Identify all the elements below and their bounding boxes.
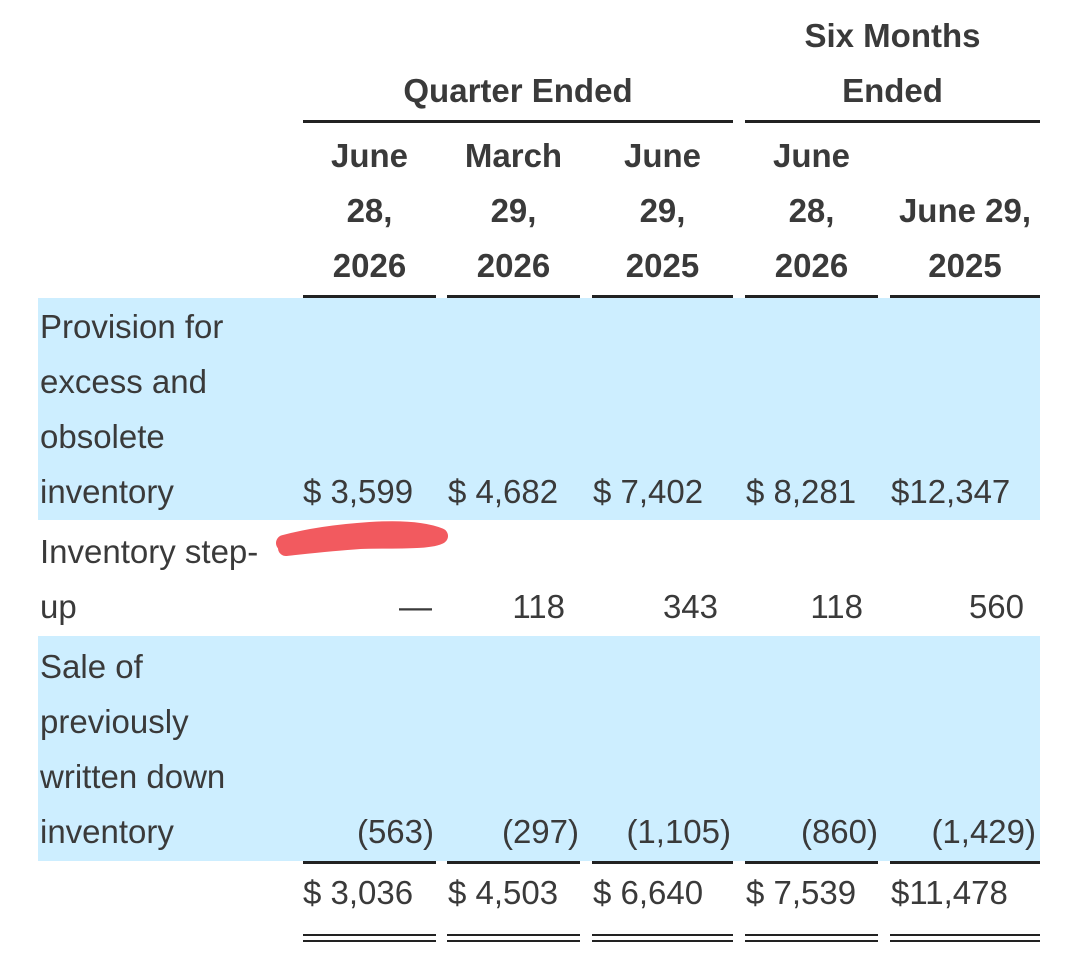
row-sale-col5: (1,429) bbox=[931, 813, 1036, 850]
total-col1: $ 3,036 bbox=[303, 874, 414, 911]
col-header-2-line3: 2026 bbox=[476, 247, 551, 284]
row-provision-col4: $ 8,281 bbox=[746, 473, 857, 510]
total-col2: $ 4,503 bbox=[448, 874, 559, 911]
header-group-six-months-line1: Six Months bbox=[804, 17, 981, 54]
total-double-rule-4 bbox=[745, 934, 878, 942]
row-label-provision: Provision for excess and obsolete invent… bbox=[40, 308, 224, 510]
col-header-4-line3: 2026 bbox=[774, 247, 849, 284]
col-header-5-line2: June 29, bbox=[898, 192, 1032, 229]
col-rule-3 bbox=[592, 295, 733, 298]
col-header-5: June 29, 2025 bbox=[890, 128, 1040, 293]
total-double-rule-1 bbox=[303, 934, 436, 942]
row-step-up-col3: 343 bbox=[662, 588, 718, 625]
row-band-sale bbox=[38, 636, 1040, 861]
col-header-3-line2: 29, bbox=[639, 192, 686, 229]
total-rule-5 bbox=[890, 861, 1040, 864]
row-step-up-col4: 118 bbox=[810, 588, 863, 625]
total-rule-4 bbox=[745, 861, 878, 864]
total-rule-3 bbox=[592, 861, 733, 864]
total-col5: $11,478 bbox=[891, 874, 1008, 911]
col-header-1-line2: 28, bbox=[346, 192, 393, 229]
header-group-rule-six bbox=[745, 120, 1040, 123]
total-double-rule-5 bbox=[890, 934, 1040, 942]
row-provision-col1: $ 3,599 bbox=[303, 473, 414, 510]
total-rule-1 bbox=[303, 861, 436, 864]
row-label-sale: Sale of previously written down inventor… bbox=[40, 648, 226, 850]
col-header-1: June 28, 2026 bbox=[303, 128, 436, 293]
col-rule-5 bbox=[890, 295, 1040, 298]
col-header-4-line1: June bbox=[772, 137, 851, 174]
total-col4: $ 7,539 bbox=[746, 874, 857, 911]
row-step-up-col5: 560 bbox=[968, 588, 1024, 625]
col-header-3-line1: June bbox=[623, 137, 702, 174]
row-provision-col5: $12,347 bbox=[891, 473, 1011, 510]
row-label-step-up: Inventory step- up bbox=[40, 533, 259, 625]
row-sale-col2: (297) bbox=[501, 813, 579, 850]
header-group-quarter-ended: Quarter Ended bbox=[403, 72, 633, 109]
col-header-3: June 29, 2025 bbox=[592, 128, 733, 293]
row-step-up-col1: — bbox=[399, 588, 432, 625]
col-rule-2 bbox=[447, 295, 580, 298]
col-rule-1 bbox=[303, 295, 436, 298]
col-header-5-line1 bbox=[890, 128, 1040, 183]
row-provision-col3: $ 7,402 bbox=[593, 473, 704, 510]
col-header-5-line3: 2025 bbox=[928, 247, 1002, 284]
red-redaction-mark bbox=[276, 521, 448, 556]
row-provision-col2: $ 4,682 bbox=[448, 473, 559, 510]
row-band-provision bbox=[38, 298, 1040, 520]
row-sale-col4: (860) bbox=[800, 813, 878, 850]
header-group-six-months-line2: Ended bbox=[842, 72, 943, 109]
total-rule-2 bbox=[447, 861, 580, 864]
row-sale-col3: (1,105) bbox=[626, 813, 731, 850]
header-group-rule-quarter bbox=[303, 120, 733, 123]
col-header-1-line3: 2026 bbox=[332, 247, 407, 284]
col-header-2-line2: 29, bbox=[490, 192, 537, 229]
col-header-4: June 28, 2026 bbox=[745, 128, 878, 293]
row-step-up-col2: 118 bbox=[512, 588, 565, 625]
total-col3: $ 6,640 bbox=[593, 874, 704, 911]
row-sale-col1: (563) bbox=[356, 813, 434, 850]
col-header-1-line1: June bbox=[330, 137, 409, 174]
col-header-4-line2: 28, bbox=[788, 192, 835, 229]
col-header-2: March 29, 2026 bbox=[447, 128, 580, 293]
col-rule-4 bbox=[745, 295, 878, 298]
total-double-rule-3 bbox=[592, 934, 733, 942]
col-header-3-line3: 2025 bbox=[625, 247, 700, 284]
col-header-2-line1: March bbox=[464, 137, 563, 174]
total-double-rule-2 bbox=[447, 934, 580, 942]
